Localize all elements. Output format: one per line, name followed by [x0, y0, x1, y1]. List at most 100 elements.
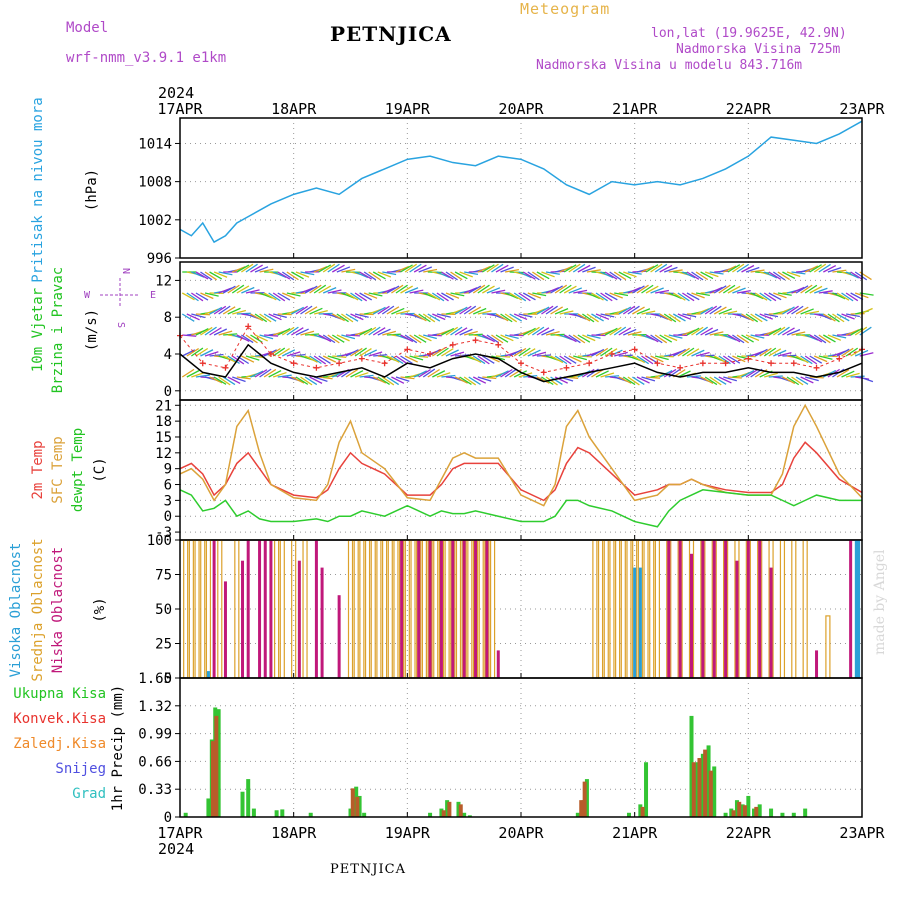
wind-direction-arrow	[545, 286, 560, 294]
wind-direction-arrow	[259, 368, 272, 378]
cloud-bar-cloud_mid	[592, 539, 598, 679]
wind-direction-arrow	[190, 347, 204, 357]
wind-direction-arrow	[559, 265, 573, 273]
wind-direction-arrow	[750, 269, 765, 273]
wind-direction-arrow	[841, 292, 854, 302]
bar-cloud_low	[241, 560, 245, 678]
y-tick-label: 25	[155, 637, 172, 653]
panel-3	[175, 399, 863, 541]
wind-direction-arrow	[300, 330, 315, 336]
wind-direction-arrow	[304, 306, 318, 315]
wind-direction-arrow	[686, 375, 701, 378]
compass-east: E	[150, 290, 156, 301]
wind-direction-arrow	[691, 349, 705, 357]
wind-direction-arrow	[786, 376, 800, 386]
wind-direction-arrow	[682, 313, 697, 318]
wind-direction-arrow	[823, 265, 837, 273]
wind-direction-arrow	[627, 305, 640, 315]
wind-direction-arrow	[422, 368, 436, 378]
wind-direction-arrow	[381, 305, 395, 315]
wind-direction-arrow	[668, 269, 683, 273]
wind-direction-arrow	[627, 271, 642, 275]
wind-direction-arrow	[359, 271, 372, 280]
wind-direction-arrow	[513, 347, 527, 357]
wind-direction-arrow	[768, 375, 783, 378]
gust-marker	[631, 346, 638, 353]
cloud-bar-cloud_mid	[188, 539, 194, 679]
wind-direction-arrow	[572, 263, 586, 273]
bar-precip_total	[251, 808, 256, 817]
wind-direction-arrow	[504, 292, 519, 299]
y-tick-label: 75	[155, 568, 172, 584]
cloud-mid-label: Srednja Oblacnost	[30, 538, 46, 681]
bar-precip_conv	[582, 781, 587, 817]
wind-direction-arrow	[495, 264, 509, 273]
wind-direction-arrow	[377, 328, 391, 336]
bottom-date-label: 17APR	[157, 824, 203, 842]
bar-cloud_low	[269, 540, 273, 678]
gust-marker	[427, 351, 434, 357]
wind-direction-arrow	[281, 271, 295, 281]
wind-direction-arrow	[645, 334, 659, 343]
bar-cloud_low	[746, 540, 750, 678]
wind-label: 10m Vjetar	[30, 288, 46, 372]
wind-direction-arrow	[736, 313, 751, 320]
wind-direction-arrow	[673, 348, 686, 357]
wind-direction-arrow	[632, 355, 646, 364]
wind-direction-arrow	[468, 306, 482, 315]
wind-direction-arrow	[809, 285, 823, 294]
bottom-year-label: 2024	[158, 840, 194, 858]
wind-direction-arrow	[504, 269, 519, 273]
bar-precip_total	[428, 812, 433, 817]
wind-direction-arrow	[655, 289, 670, 294]
wind-direction-arrow	[309, 307, 323, 315]
wind-direction-arrow	[482, 376, 497, 380]
wind-direction-arrow	[222, 285, 236, 294]
wind-direction-arrow	[468, 355, 482, 363]
wind-direction-arrow	[195, 292, 209, 301]
wind-direction-arrow	[632, 306, 645, 315]
wind-direction-arrow	[209, 376, 223, 384]
wind-direction-arrow	[477, 265, 491, 273]
wind-direction-arrow	[363, 326, 377, 336]
bar-cloud_low	[212, 540, 216, 678]
wind-direction-arrow	[727, 334, 741, 343]
wind-direction-arrow	[459, 328, 473, 336]
y-tick-label: 0	[164, 671, 172, 687]
wind-direction-arrow	[841, 347, 854, 357]
wind-direction-arrow	[618, 376, 632, 384]
wind-direction-arrow	[232, 309, 247, 315]
wind-direction-arrow	[764, 372, 778, 378]
top-date-label: 19APR	[385, 100, 431, 118]
wind-direction-arrow	[277, 313, 292, 316]
wind-direction-arrow	[559, 355, 572, 365]
wind-direction-arrow	[654, 313, 669, 320]
bar-precip_total	[280, 809, 285, 817]
bar-precip_total	[348, 808, 353, 817]
wind-direction-arrow	[400, 355, 413, 364]
wind-direction-arrow	[605, 375, 620, 378]
temp-unit-label: (C)	[92, 457, 108, 482]
wind-direction-arrow	[591, 313, 604, 322]
wind-direction-arrow	[791, 305, 804, 315]
wind-direction-arrow	[295, 271, 310, 278]
wind-direction-arrow	[622, 376, 636, 386]
wind-direction-arrow	[718, 376, 732, 384]
gust-marker	[654, 360, 661, 367]
wind-direction-arrow	[777, 326, 790, 336]
wind-direction-arrow	[777, 292, 792, 296]
wind-direction-arrow	[723, 376, 737, 382]
wind-direction-arrow	[513, 292, 527, 302]
wind-direction-arrow	[463, 287, 478, 294]
wind-direction-arrow	[686, 271, 700, 280]
wind-direction-arrow	[341, 292, 355, 299]
wind-direction-arrow	[454, 271, 468, 280]
wind-direction-arrow	[713, 306, 727, 315]
wind-direction-arrow	[845, 313, 860, 318]
wind-direction-arrow	[582, 313, 595, 323]
wind-direction-arrow	[791, 331, 806, 336]
wind-direction-arrow	[423, 292, 437, 299]
wind-direction-arrow	[736, 334, 749, 344]
wind-direction-arrow	[263, 292, 277, 301]
wind-direction-arrow	[809, 355, 823, 364]
